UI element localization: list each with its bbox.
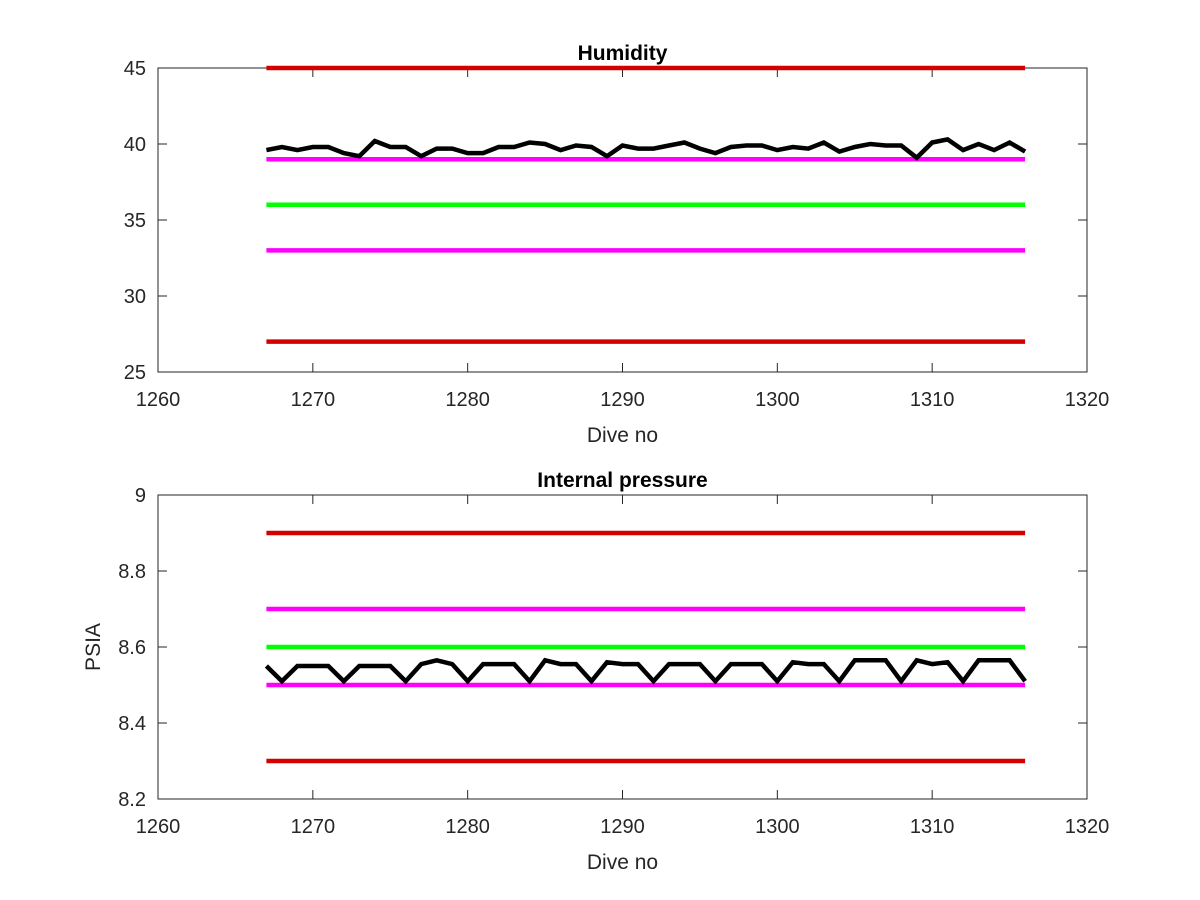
x-tick-label: 1270 — [291, 389, 336, 411]
axes-1: 1260 1270 1280 1290 1300 1310 1320 25 30 35 40 45 Hu… — [124, 42, 1110, 447]
y-tick-label: 30 — [124, 286, 146, 308]
y-tick-label: 35 — [124, 210, 146, 232]
x-axis-label: Dive no — [587, 851, 658, 874]
x-tick-label: 1260 — [136, 389, 181, 411]
x-tick-label: 1310 — [910, 816, 955, 838]
plot-area — [157, 67, 1088, 373]
x-axis-label: Dive no — [587, 424, 658, 447]
x-tick-label: 1290 — [600, 389, 645, 411]
y-tick-label: 25 — [124, 362, 146, 384]
measured-series-line — [264, 657, 1027, 685]
y-tick-label: 40 — [124, 134, 146, 156]
x-tick-label: 1280 — [445, 389, 490, 411]
x-tick-label: 1260 — [136, 816, 181, 838]
y-axis-label: PSIA — [82, 623, 105, 671]
x-tick-label: 1290 — [600, 816, 645, 838]
x-tick-label: 1300 — [755, 816, 800, 838]
y-tick-label: 8.2 — [118, 789, 146, 811]
y-tick-label: 9 — [135, 485, 146, 507]
y-tick-label: 45 — [124, 58, 146, 80]
measured-series-line — [265, 137, 1027, 161]
x-tick-label: 1320 — [1065, 816, 1110, 838]
y-tick-label: 8.4 — [118, 713, 146, 735]
x-tick-label: 1300 — [755, 389, 800, 411]
y-tick-label: 8.8 — [118, 561, 146, 583]
axes-2: 1260 1270 1280 1290 1300 1310 1320 8.2 8.4 8.6 8.8… — [82, 469, 1109, 874]
x-tick-label: 1280 — [445, 816, 490, 838]
chart-title: Humidity — [578, 42, 668, 65]
x-tick-label: 1320 — [1065, 389, 1110, 411]
y-tick-label: 8.6 — [118, 637, 146, 659]
chart-title: Internal pressure — [537, 469, 707, 492]
x-tick-label: 1270 — [291, 816, 336, 838]
x-tick-label: 1310 — [910, 389, 955, 411]
